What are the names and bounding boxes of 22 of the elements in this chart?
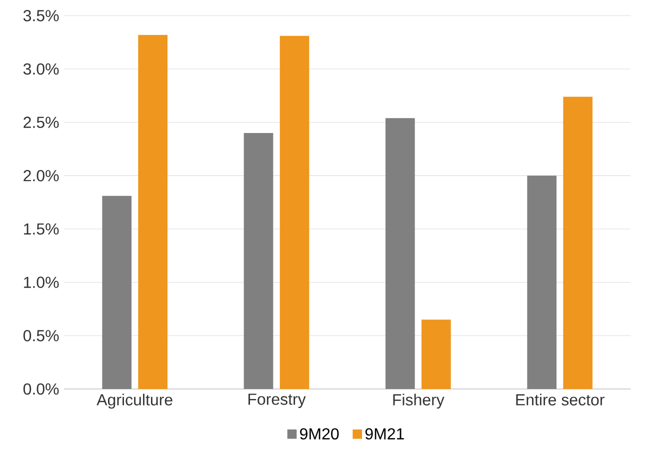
legend-label: 9M20	[300, 428, 339, 440]
y-tick-label: 3.0%	[23, 63, 59, 75]
bar	[563, 96, 593, 389]
x-tick-label: Fishery	[393, 394, 444, 409]
bar	[422, 320, 451, 389]
x-tick-label: Entire sector	[516, 394, 604, 406]
bar	[102, 196, 132, 389]
legend-label: 9M21	[365, 428, 404, 440]
y-tick-label: 0.0%	[23, 383, 59, 395]
y-tick-label: 1.5%	[24, 223, 59, 235]
bar	[527, 176, 557, 389]
y-tick-label: 1.0%	[24, 276, 59, 288]
y-tick-label: 2.5%	[24, 116, 59, 128]
bar	[386, 118, 415, 389]
y-tick-label: 0.5%	[23, 330, 59, 342]
bar	[244, 133, 274, 389]
y-tick-label: 3.5%	[23, 10, 59, 22]
y-tick-label: 2.0%	[24, 170, 59, 182]
x-tick-label: Agriculture	[96, 394, 172, 409]
bar	[138, 34, 168, 389]
bar	[280, 36, 310, 389]
x-tick-label: Forestry	[248, 394, 306, 408]
